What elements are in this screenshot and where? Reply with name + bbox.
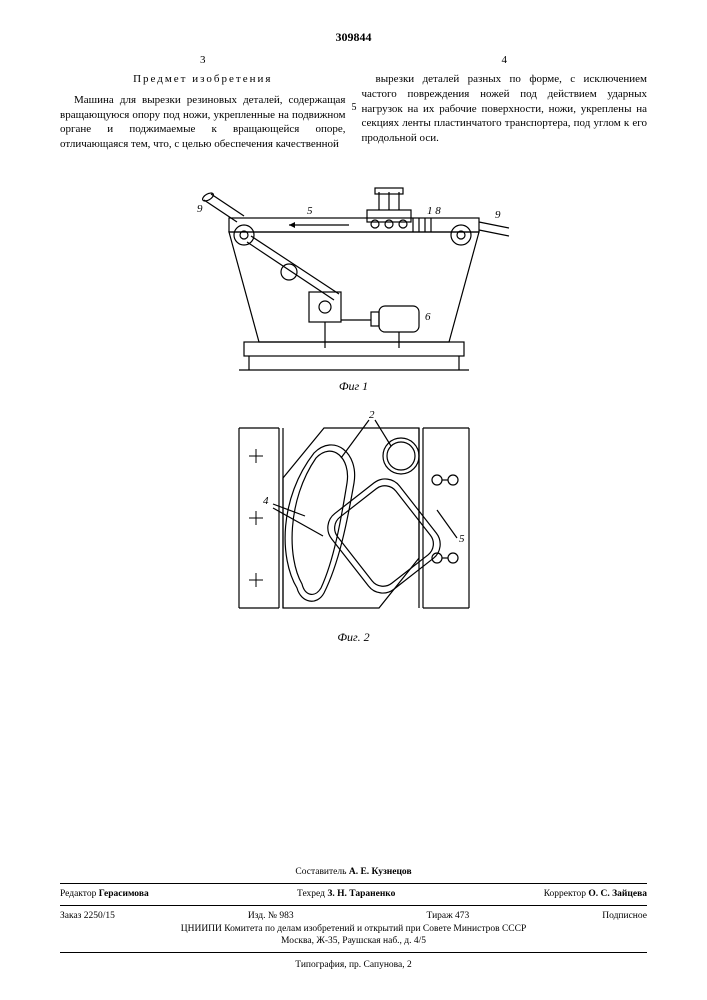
line-number-5: 5 xyxy=(352,101,357,115)
composer-name: А. Е. Кузнецов xyxy=(349,867,412,877)
left-column: 3 Предмет изобретения Машина для вырезки… xyxy=(60,53,346,152)
subject-title: Предмет изобретения xyxy=(60,72,346,87)
footer-org: ЦНИИПИ Комитета по делам изобретений и о… xyxy=(60,923,647,936)
editor-label: Редактор xyxy=(60,889,96,899)
podpisnoe-text: Подписное xyxy=(602,910,647,923)
figure-1-caption: Фиг 1 xyxy=(60,379,647,394)
right-col-number: 4 xyxy=(362,53,648,68)
tirazh-text: Тираж 473 xyxy=(427,910,470,923)
typography-line: Типография, пр. Сапунова, 2 xyxy=(60,959,647,972)
left-paragraph: Машина для вырезки резиновых деталей, со… xyxy=(60,93,346,152)
footer-address: Москва, Ж-35, Раушская наб., д. 4/5 xyxy=(60,935,647,948)
tech-cell: Техред З. Н. Тараненко xyxy=(297,888,395,901)
text-columns: 3 Предмет изобретения Машина для вырезки… xyxy=(60,53,647,152)
tech-name: З. Н. Тараненко xyxy=(327,889,395,899)
footer-print-row: Заказ 2250/15 Изд. № 983 Тираж 473 Подпи… xyxy=(60,910,647,923)
figure-2-caption: Фиг. 2 xyxy=(60,630,647,645)
editor-cell: Редактор Герасимова xyxy=(60,888,149,901)
right-column: 5 4 вырезки деталей разных по форме, с и… xyxy=(362,53,648,152)
fig1-label-9-left: 9 xyxy=(197,203,203,215)
corrector-name: О. С. Зайцева xyxy=(588,889,647,899)
fig1-label-9-right: 9 xyxy=(495,209,501,221)
fig2-label-4: 4 xyxy=(263,495,269,507)
left-col-number: 3 xyxy=(60,53,346,68)
footer-composer: Составитель А. Е. Кузнецов xyxy=(60,866,647,879)
editor-name: Герасимова xyxy=(99,889,149,899)
figure-2: 2 4 5 xyxy=(219,408,489,628)
figure-1: 9 5 1 8 9 6 xyxy=(189,172,519,377)
footer-credits-row: Редактор Герасимова Техред З. Н. Таранен… xyxy=(60,888,647,901)
composer-label: Составитель xyxy=(295,867,346,877)
fig2-label-5: 5 xyxy=(459,533,465,545)
tech-label: Техред xyxy=(297,889,325,899)
fig2-label-2: 2 xyxy=(369,409,375,421)
corrector-cell: Корректор О. С. Зайцева xyxy=(544,888,647,901)
izd-text: Изд. № 983 xyxy=(248,910,294,923)
document-number: 309844 xyxy=(60,30,647,45)
order-text: Заказ 2250/15 xyxy=(60,910,115,923)
corrector-label: Корректор xyxy=(544,889,586,899)
fig1-label-6: 6 xyxy=(425,311,431,323)
footer-block: Составитель А. Е. Кузнецов Редактор Гера… xyxy=(60,866,647,972)
right-paragraph: вырезки деталей разных по форме, с исклю… xyxy=(362,72,648,146)
fig1-label-1-8: 1 8 xyxy=(427,205,441,217)
page: 309844 3 Предмет изобретения Машина для … xyxy=(0,0,707,1000)
figures-block: 9 5 1 8 9 6 Фиг 1 xyxy=(60,172,647,645)
fig1-label-5: 5 xyxy=(307,205,313,217)
